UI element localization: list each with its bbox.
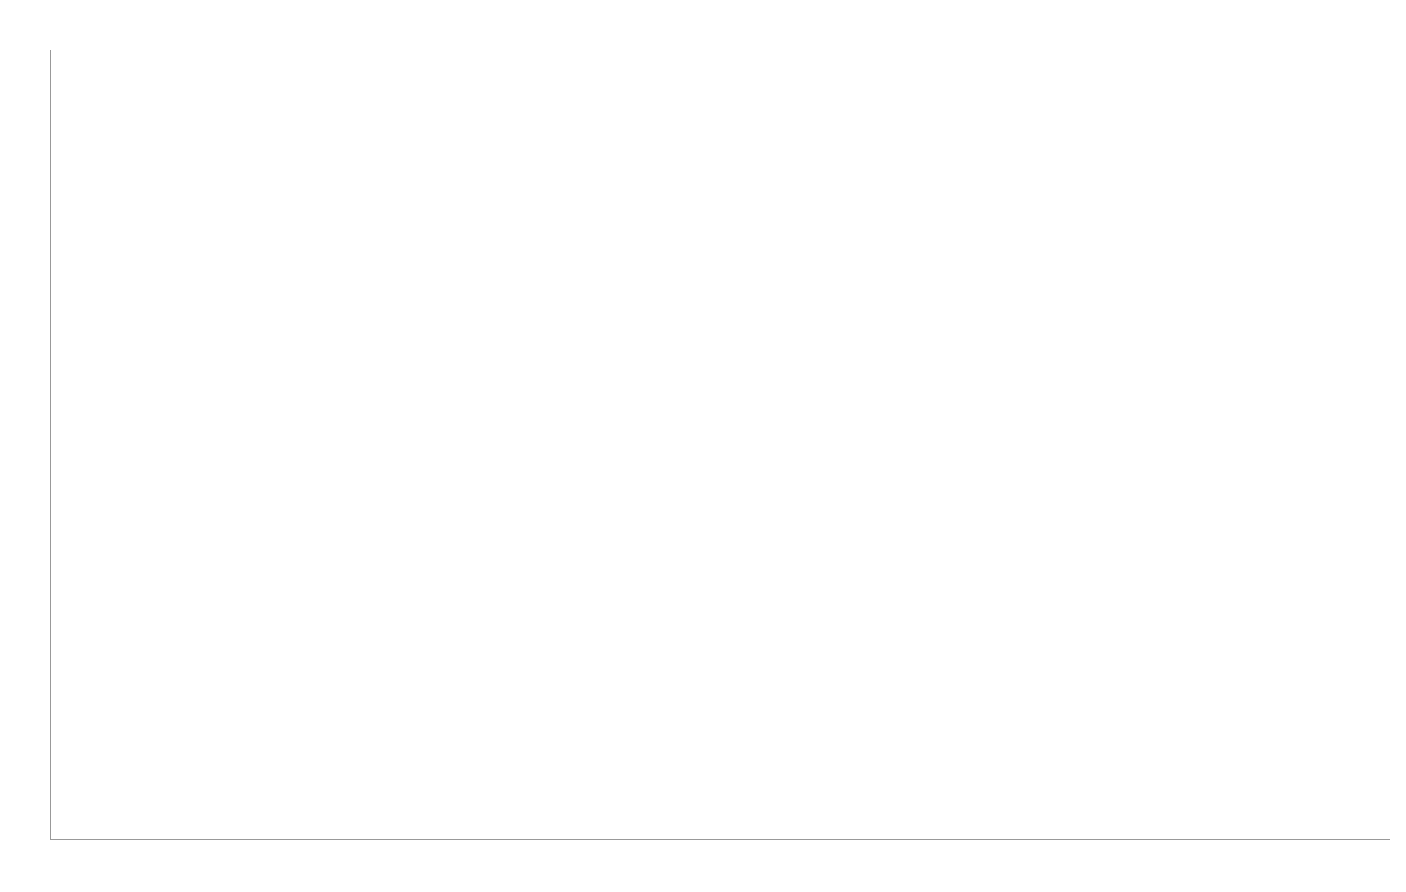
scatter-chart [50, 50, 1390, 840]
plot-area [50, 50, 1390, 840]
